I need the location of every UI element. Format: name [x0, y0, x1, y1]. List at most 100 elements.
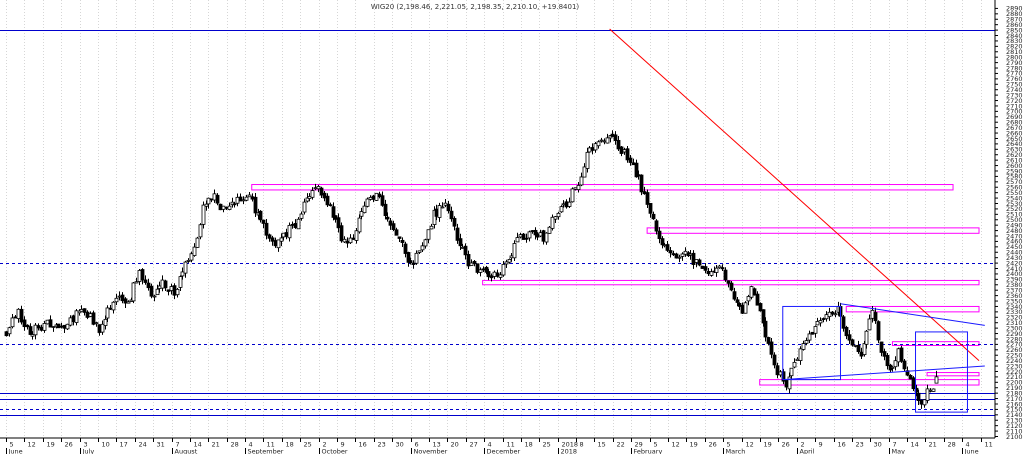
candle-body [155, 288, 160, 296]
y-tick-label: 2590 [1006, 167, 1023, 175]
candle [795, 357, 800, 362]
x-month-label: August [175, 448, 198, 455]
candle [772, 352, 777, 369]
candle-body [622, 149, 627, 153]
candle [68, 315, 73, 327]
candle-body [729, 282, 734, 291]
y-tick-label: 2840 [1006, 32, 1023, 40]
candle-body [397, 236, 402, 239]
candle-body [175, 288, 180, 296]
x-tick-label: 25 [304, 441, 312, 449]
y-tick-label: 2470 [1006, 232, 1023, 240]
resistance-zone [926, 372, 980, 377]
candle [429, 223, 434, 230]
candle [85, 310, 90, 320]
candle [697, 258, 702, 267]
candle [469, 259, 474, 266]
candle-body [501, 263, 506, 276]
candle [437, 202, 442, 222]
candle [911, 376, 916, 392]
candle-body [815, 321, 820, 326]
candle [631, 158, 636, 166]
candle-body [42, 323, 47, 331]
candle-body [365, 198, 370, 207]
x-tick-label: 4 [488, 441, 492, 449]
candle [296, 217, 301, 230]
candle [120, 292, 125, 304]
y-tick-label: 2450 [1006, 243, 1023, 251]
candle [634, 159, 639, 178]
x-tick-label: 25 [543, 441, 551, 449]
candle-body [400, 239, 405, 243]
candle-body [677, 256, 682, 259]
candle [267, 233, 272, 242]
candle [890, 366, 895, 372]
candle [134, 277, 139, 284]
candle-body [911, 377, 916, 390]
candle [847, 330, 852, 345]
candle [504, 259, 509, 269]
y-tick-label: 2640 [1006, 140, 1023, 148]
candle [853, 344, 858, 348]
candle [175, 288, 180, 298]
y-tick-label: 2670 [1006, 124, 1023, 132]
candle-body [172, 285, 177, 296]
candle-body [538, 232, 543, 237]
candle-body [916, 392, 921, 402]
candle [758, 302, 763, 312]
candle [443, 198, 448, 208]
candle [564, 199, 569, 209]
candle [351, 234, 356, 240]
x-tick-label: 5 [727, 441, 731, 449]
candle [39, 324, 44, 332]
candle [28, 323, 33, 335]
candle-body [97, 324, 102, 333]
y-tick-label: 2200 [1006, 379, 1023, 387]
x-month-label: July [82, 448, 95, 455]
candle-body [25, 324, 30, 328]
x-tick-label: 11 [507, 441, 515, 449]
candle-body [383, 203, 388, 217]
candle-body [709, 271, 714, 276]
candle [781, 368, 786, 385]
candle-body [45, 319, 50, 325]
candle-body [319, 187, 324, 196]
candle [530, 230, 535, 234]
candle [400, 237, 405, 247]
candle [232, 201, 237, 208]
candle-body [39, 326, 44, 331]
candle [810, 331, 815, 335]
y-tick-label: 2260 [1006, 346, 1023, 354]
candle [596, 140, 601, 149]
candle-body [443, 202, 448, 206]
candle-body [789, 367, 794, 377]
candle [919, 399, 924, 409]
candle-body [547, 226, 552, 234]
x-tick-label: 20 [451, 441, 459, 449]
candle [668, 246, 673, 258]
x-tick-label: 30 [874, 441, 882, 449]
candle-body [157, 285, 162, 289]
candle [149, 283, 154, 299]
candle-body [204, 203, 209, 207]
candle [729, 280, 734, 292]
candle-body [524, 237, 529, 240]
candle [605, 133, 610, 144]
y-tick-label: 2500 [1006, 216, 1023, 224]
candle-body [328, 204, 333, 207]
y-tick-label: 2120 [1006, 422, 1023, 430]
candle-body [455, 227, 460, 241]
y-tick-label: 2310 [1006, 319, 1023, 327]
candle-body [22, 319, 27, 328]
y-tick-label: 2340 [1006, 303, 1023, 311]
candle-body [478, 269, 483, 273]
x-tick-label: 3 [84, 441, 88, 449]
x-tick-label: 12 [746, 441, 754, 449]
candle-body [758, 303, 763, 312]
candle [417, 250, 422, 254]
x-tick-label: 2 [801, 441, 805, 449]
candle-body [717, 265, 722, 269]
y-tick-label: 2680 [1006, 119, 1023, 127]
candle [749, 285, 754, 300]
candle [111, 301, 116, 314]
